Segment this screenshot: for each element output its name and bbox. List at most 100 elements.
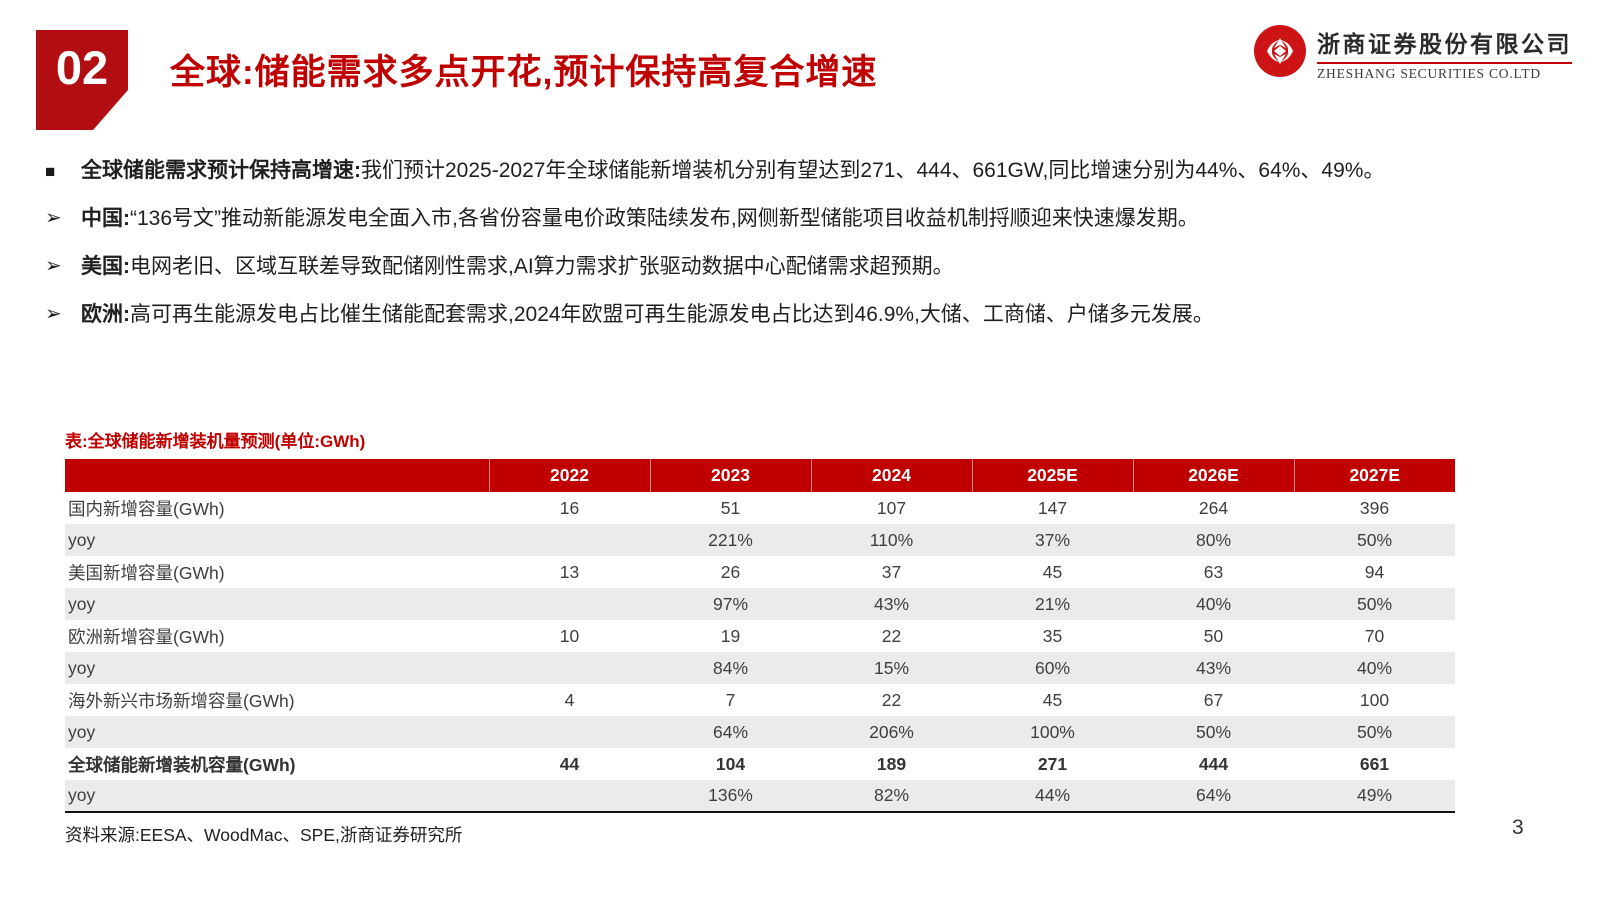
- row-value: [489, 780, 650, 812]
- table-header-row: 2022 2023 2024 2025E 2026E 2027E: [65, 459, 1455, 492]
- bullet-lead: 全球储能需求预计保持高增速:: [81, 159, 361, 182]
- row-value: 16: [559, 497, 580, 518]
- row-label: 全球储能新增装机容量(GWh): [68, 754, 296, 775]
- bullet-text: 高可再生能源发电占比催生储能配套需求,2024年欧盟可再生能源发电占比达到46.…: [130, 303, 1214, 326]
- row-value: 110%: [869, 529, 914, 550]
- row-value: 50: [1203, 625, 1224, 646]
- row-label: 欧洲新增容量(GWh): [68, 626, 225, 647]
- bullet-usa: ➢ 美国:电网老旧、区域互联差导致配储刚性需求,AI算力需求扩张驱动数据中心配储需…: [45, 251, 1550, 282]
- row-value: 37%: [1034, 529, 1071, 550]
- arrow-bullet-icon: ➢: [45, 303, 62, 325]
- row-value: 50%: [1356, 721, 1393, 742]
- arrow-bullet-icon: ➢: [45, 207, 62, 229]
- row-value: 136%: [708, 785, 753, 805]
- forecast-table-block: 表:全球储能新增装机量预测(单位:GWh) 2022 2023 2024 202…: [65, 427, 1455, 813]
- row-value: 189: [876, 753, 907, 774]
- row-value: 21%: [1034, 593, 1071, 614]
- row-value: 44: [559, 753, 580, 774]
- row-value: [489, 652, 650, 684]
- table-header-cell: [65, 459, 489, 492]
- row-value: 37: [881, 561, 902, 582]
- table-header-cell: 2027E: [1293, 459, 1455, 492]
- row-value: 82%: [873, 785, 910, 805]
- bullet-global: ■ 全球储能需求预计保持高增速:我们预计2025-2027年全球储能新增装机分别有…: [45, 155, 1550, 186]
- bullet-text: 电网老旧、区域互联差导致配储刚性需求,AI算力需求扩张驱动数据中心配储需求超预期…: [130, 255, 954, 278]
- bullet-lead: 欧洲:: [81, 303, 130, 326]
- row-value: 63: [1203, 561, 1224, 582]
- row-value: 40%: [1195, 593, 1232, 614]
- row-value: [489, 588, 650, 620]
- table-row: 国内新增容量(GWh) 16 51 107 147 264 396: [65, 492, 1455, 524]
- row-label: yoy: [68, 785, 96, 805]
- table-row: 欧洲新增容量(GWh) 10 19 22 35 50 70: [65, 620, 1455, 652]
- row-value: 50%: [1356, 529, 1393, 550]
- row-label: yoy: [68, 721, 96, 742]
- bullet-europe: ➢ 欧洲:高可再生能源发电占比催生储能配套需求,2024年欧盟可再生能源发电占比达…: [45, 299, 1550, 330]
- forecast-table: 2022 2023 2024 2025E 2026E 2027E 国内新增容量(…: [65, 459, 1455, 813]
- table-header-cell: 2022: [488, 459, 650, 492]
- table-header-cell: 2025E: [971, 459, 1133, 492]
- row-value: 206%: [869, 721, 914, 742]
- row-value: 43%: [1195, 657, 1232, 678]
- table-row: 全球储能新增装机容量(GWh) 44 104 189 271 444 661: [65, 748, 1455, 780]
- row-label: 海外新兴市场新增容量(GWh): [68, 690, 295, 711]
- row-value: 45: [1042, 561, 1063, 582]
- square-bullet-icon: ■: [45, 162, 56, 181]
- table-header-cell: 2024: [810, 459, 972, 492]
- row-value: 44%: [1034, 785, 1071, 805]
- row-value: 19: [720, 625, 741, 646]
- table-header-cell: 2023: [649, 459, 811, 492]
- row-value: 50%: [1356, 593, 1393, 614]
- row-value: 271: [1037, 753, 1068, 774]
- table-row: 海外新兴市场新增容量(GWh) 4 7 22 45 67 100: [65, 684, 1455, 716]
- table-row: yoy 64% 206% 100% 50% 50%: [65, 716, 1455, 748]
- bullet-lead: 美国:: [81, 255, 130, 278]
- row-label: yoy: [68, 529, 96, 550]
- row-value: 22: [881, 689, 902, 710]
- row-value: 10: [559, 625, 580, 646]
- row-value: 4: [564, 689, 575, 710]
- row-value: [489, 716, 650, 748]
- arrow-bullet-icon: ➢: [45, 255, 62, 277]
- section-number-badge: 02: [36, 30, 128, 130]
- row-value: 50%: [1195, 721, 1232, 742]
- row-value: 100%: [1030, 721, 1075, 742]
- company-logo: 浙商证券股份有限公司 ZHESHANG SECURITIES CO.LTD: [1253, 24, 1572, 83]
- row-value: 64%: [1195, 785, 1232, 805]
- page-title: 全球:储能需求多点开花,预计保持高复合增速: [170, 53, 878, 92]
- company-name-en: ZHESHANG SECURITIES CO.LTD: [1317, 66, 1541, 81]
- row-value: [489, 524, 650, 556]
- row-value: 15%: [873, 657, 910, 678]
- row-label: 美国新增容量(GWh): [68, 562, 225, 583]
- table-row: yoy 84% 15% 60% 43% 40%: [65, 652, 1455, 684]
- row-label: 国内新增容量(GWh): [68, 498, 225, 519]
- row-value: 444: [1198, 753, 1229, 774]
- row-value: 84%: [712, 657, 749, 678]
- row-value: 94: [1364, 561, 1385, 582]
- row-value: 97%: [712, 593, 749, 614]
- table-row: yoy 136% 82% 44% 64% 49%: [65, 780, 1455, 812]
- row-label: yoy: [68, 657, 96, 678]
- company-logo-icon: [1253, 24, 1307, 83]
- bullet-list: ■ 全球储能需求预计保持高增速:我们预计2025-2027年全球储能新增装机分别有…: [45, 155, 1550, 347]
- row-value: 7: [725, 689, 736, 710]
- row-value: 51: [720, 497, 741, 518]
- row-value: 49%: [1356, 785, 1393, 805]
- row-value: 147: [1037, 497, 1068, 518]
- logo-divider: [1317, 62, 1572, 64]
- row-value: 64%: [712, 721, 749, 742]
- page-number: 3: [1512, 816, 1524, 839]
- bullet-text: 我们预计2025-2027年全球储能新增装机分别有望达到271、444、661G…: [361, 159, 1385, 182]
- row-value: 80%: [1195, 529, 1232, 550]
- table-row: yoy 97% 43% 21% 40% 50%: [65, 588, 1455, 620]
- row-value: 22: [881, 625, 902, 646]
- row-value: 104: [715, 753, 746, 774]
- row-value: 13: [559, 561, 580, 582]
- row-value: 40%: [1356, 657, 1393, 678]
- row-value: 264: [1198, 497, 1229, 518]
- row-value: 100: [1359, 689, 1390, 710]
- row-value: 43%: [873, 593, 910, 614]
- table-row: 美国新增容量(GWh) 13 26 37 45 63 94: [65, 556, 1455, 588]
- row-value: 45: [1042, 689, 1063, 710]
